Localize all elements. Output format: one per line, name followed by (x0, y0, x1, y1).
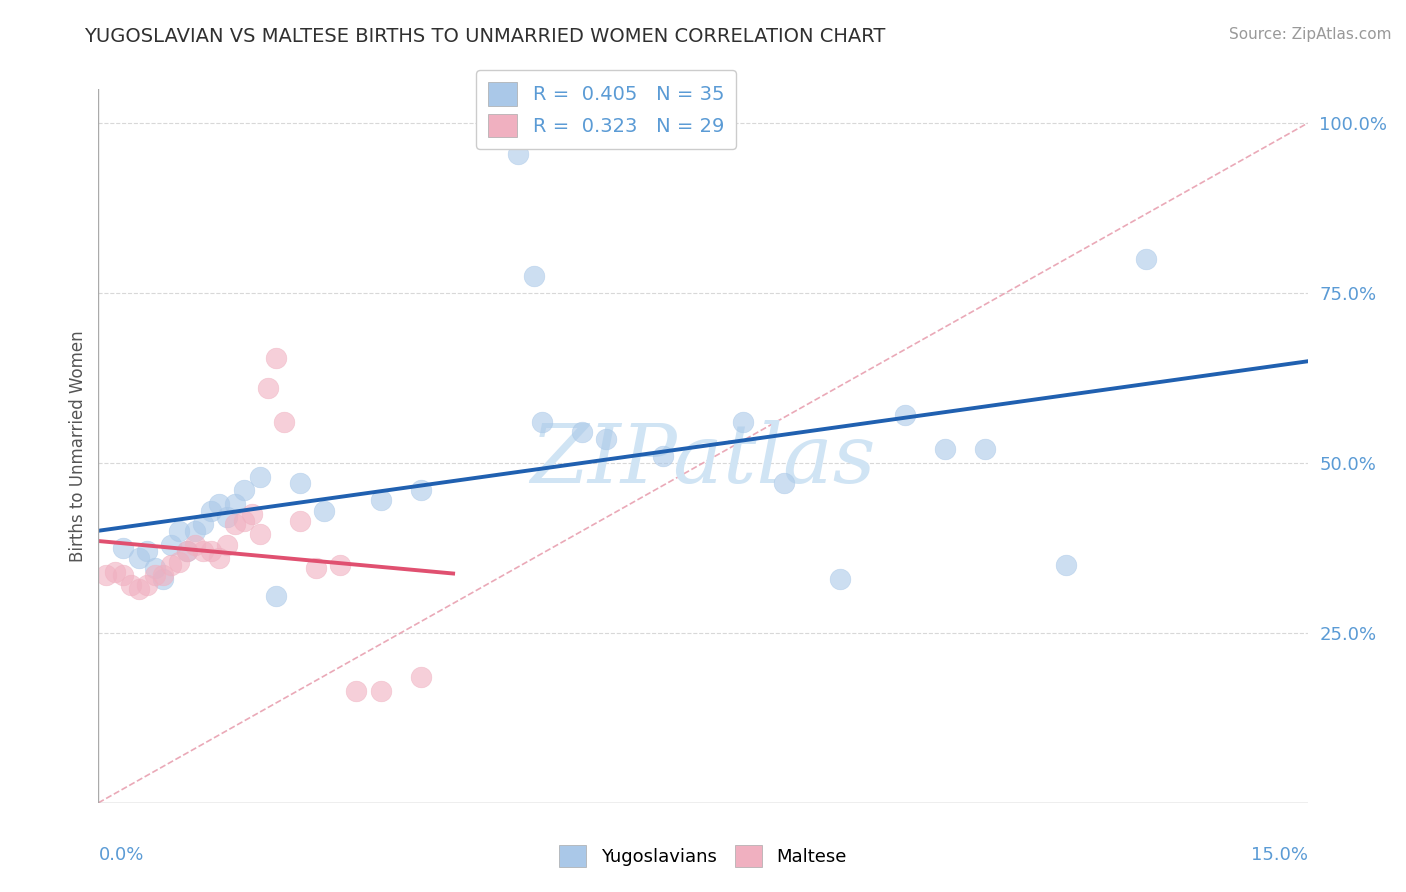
Point (224, 497, 246, 511)
Point (143, 568, 166, 582)
Point (893, 409, 915, 423)
Point (208, 551, 231, 566)
Point (208, 497, 231, 511)
Text: ZIPatlas: ZIPatlas (530, 420, 876, 500)
Point (176, 544, 198, 558)
Point (264, 351, 287, 365)
Point (288, 514, 311, 528)
Point (120, 578, 142, 592)
Point (651, 449, 673, 463)
Point (217, 510, 239, 524)
Point (143, 561, 166, 575)
Point (305, 561, 328, 575)
Point (256, 381, 278, 395)
Point (167, 555, 190, 569)
Point (506, 146, 529, 161)
Point (111, 568, 134, 582)
Point (523, 269, 546, 284)
Point (595, 432, 617, 446)
Point (934, 442, 956, 457)
Point (264, 589, 287, 603)
Point (135, 544, 157, 558)
Point (128, 551, 150, 566)
Point (111, 541, 134, 555)
Point (193, 544, 215, 558)
Point (329, 558, 352, 572)
Point (530, 415, 553, 429)
Point (224, 517, 246, 532)
Point (160, 558, 183, 572)
Point (193, 517, 215, 532)
Point (974, 442, 997, 457)
Point (232, 514, 254, 528)
Point (200, 503, 222, 517)
Point (828, 572, 851, 586)
Point (314, 503, 336, 517)
Point (184, 524, 207, 538)
Point (240, 507, 263, 521)
Text: Source: ZipAtlas.com: Source: ZipAtlas.com (1229, 27, 1392, 42)
Point (344, 683, 367, 698)
Point (249, 527, 271, 541)
Point (200, 544, 222, 558)
Point (160, 537, 183, 551)
Point (135, 578, 157, 592)
Point (571, 425, 593, 440)
Point (273, 415, 295, 429)
Point (217, 537, 239, 551)
Point (409, 670, 432, 684)
Y-axis label: Births to Unmarried Women: Births to Unmarried Women (69, 330, 87, 562)
Point (370, 493, 392, 508)
Point (288, 476, 311, 491)
Point (232, 483, 254, 498)
Point (152, 572, 174, 586)
Point (249, 469, 271, 483)
Text: 0.0%: 0.0% (98, 846, 143, 863)
Legend: Yugoslavians, Maltese: Yugoslavians, Maltese (553, 838, 853, 874)
Point (733, 415, 755, 429)
Point (772, 476, 794, 491)
Point (176, 544, 198, 558)
Text: 15.0%: 15.0% (1250, 846, 1308, 863)
Legend: R =  0.405   N = 35, R =  0.323   N = 29: R = 0.405 N = 35, R = 0.323 N = 29 (477, 70, 737, 149)
Point (167, 524, 190, 538)
Point (370, 683, 392, 698)
Point (103, 565, 125, 579)
Point (184, 537, 207, 551)
Text: YUGOSLAVIAN VS MALTESE BIRTHS TO UNMARRIED WOMEN CORRELATION CHART: YUGOSLAVIAN VS MALTESE BIRTHS TO UNMARRI… (84, 27, 886, 45)
Point (1135, 252, 1157, 266)
Point (96, 568, 118, 582)
Point (409, 483, 432, 498)
Point (1054, 558, 1077, 572)
Point (128, 582, 150, 596)
Point (152, 568, 174, 582)
